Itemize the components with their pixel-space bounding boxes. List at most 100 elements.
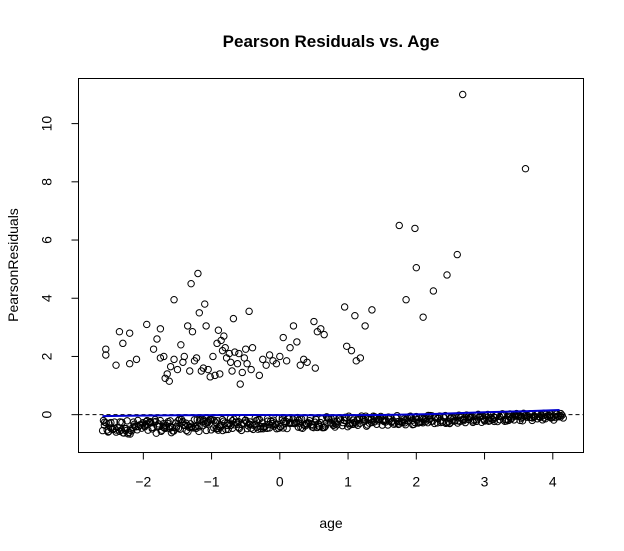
data-point [233, 360, 242, 368]
data-point [557, 409, 565, 418]
data-point [240, 354, 249, 362]
data-point [493, 417, 502, 426]
data-point [167, 428, 176, 437]
data-point [320, 423, 329, 432]
data-point [173, 365, 182, 374]
data-point [241, 345, 250, 353]
data-point [321, 422, 330, 430]
data-point [156, 325, 165, 333]
data-point [356, 354, 365, 362]
data-point [226, 358, 235, 366]
data-point [463, 414, 471, 422]
data-point [323, 413, 331, 421]
data-point [236, 380, 244, 388]
data-point [279, 333, 287, 342]
data-point [202, 426, 211, 435]
data-point [406, 412, 415, 420]
x-tick-label: 2 [412, 474, 420, 490]
data-point [214, 326, 223, 334]
data-point [115, 328, 124, 336]
data-point [132, 355, 141, 364]
data-point [293, 338, 301, 346]
data-point [143, 416, 151, 425]
data-point [559, 414, 567, 422]
data-point [118, 418, 126, 427]
data-point [354, 421, 362, 430]
y-tick-label: 8 [39, 178, 55, 186]
data-point [320, 330, 328, 339]
x-tick-label: −2 [135, 474, 151, 490]
data-point [459, 90, 467, 99]
data-point [177, 341, 185, 349]
data-point [429, 287, 438, 295]
data-point [195, 309, 203, 317]
data-point [276, 352, 284, 361]
data-point [199, 364, 208, 372]
smooth-line-group [102, 409, 560, 418]
data-point [247, 365, 255, 374]
y-tick-label: 6 [39, 236, 55, 244]
data-point [352, 420, 360, 428]
data-point [160, 352, 168, 361]
data-point [274, 424, 283, 432]
data-point [340, 303, 349, 311]
data-point [453, 250, 461, 259]
data-point [180, 352, 188, 361]
data-point [443, 271, 451, 279]
data-point [220, 332, 228, 340]
data-point [342, 342, 351, 350]
data-point [201, 300, 209, 308]
data-point [170, 355, 178, 364]
data-point [402, 295, 410, 304]
data-point [195, 427, 203, 436]
data-point [102, 419, 110, 427]
data-point [187, 279, 195, 288]
data-point [521, 165, 530, 173]
data-point [188, 422, 196, 431]
data-point [412, 263, 421, 272]
data-point [238, 368, 246, 377]
data-point [188, 328, 197, 336]
y-tick-label: 4 [39, 294, 55, 302]
data-point [282, 357, 291, 365]
data-point [107, 418, 115, 427]
data-point [259, 355, 267, 364]
data-point [192, 354, 201, 362]
smooth-fit-line [102, 409, 560, 418]
data-point [194, 269, 202, 278]
data-point [289, 322, 298, 330]
data-point [451, 416, 459, 425]
data-point [231, 348, 239, 356]
data-point [229, 314, 238, 323]
data-point [186, 367, 194, 375]
data-point [165, 377, 173, 385]
data-point [204, 365, 212, 374]
data-point [419, 313, 427, 321]
data-point [243, 360, 251, 368]
x-tick-label: 3 [481, 474, 489, 490]
data-point [480, 417, 489, 425]
data-point [153, 335, 161, 343]
data-point [156, 354, 165, 362]
data-point [265, 351, 274, 359]
data-point [395, 221, 403, 230]
data-point [351, 312, 359, 320]
data-point [347, 346, 356, 355]
data-point [361, 322, 369, 330]
data-point [286, 344, 294, 352]
data-point [221, 344, 229, 352]
data-point [125, 360, 134, 368]
y-axis-label: PearsonResiduals [5, 208, 21, 322]
data-point [102, 345, 110, 353]
data-point [338, 421, 347, 430]
data-point [159, 420, 168, 428]
data-point [143, 320, 151, 329]
data-point [235, 424, 244, 433]
data-point [272, 360, 281, 368]
x-axis: −2 −1 0 1 2 3 4 [135, 452, 557, 490]
y-axis: 0 2 4 6 8 10 [39, 116, 79, 419]
x-tick-label: 0 [276, 474, 284, 490]
data-point [401, 421, 410, 429]
data-point [210, 416, 218, 425]
